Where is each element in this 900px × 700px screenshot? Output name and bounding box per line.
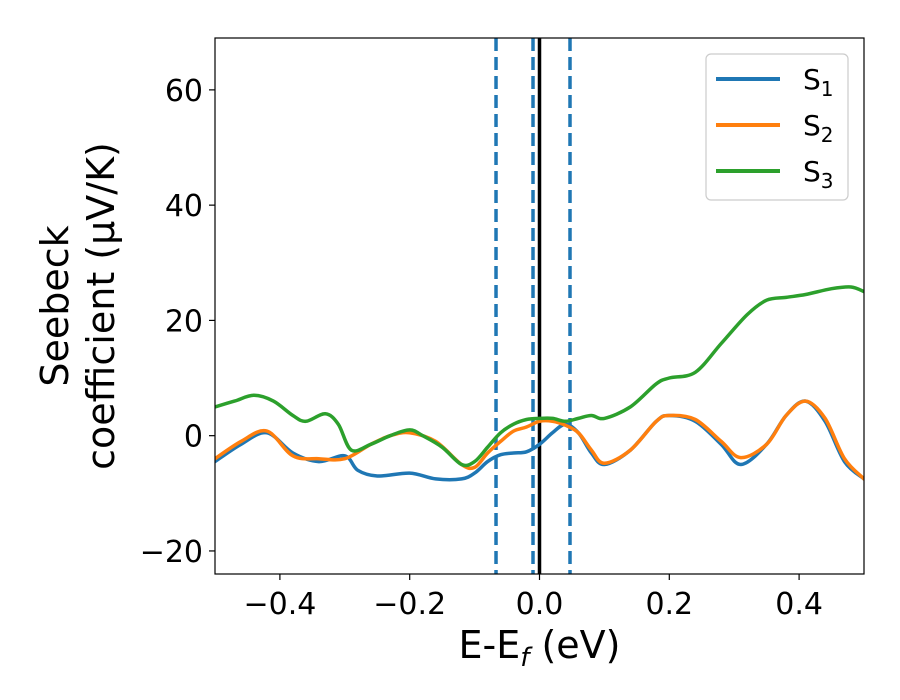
y-tick-label: 20 [165, 304, 203, 339]
legend-label-s3: S3 [803, 155, 834, 193]
series-lines [215, 285, 864, 482]
series-line-s1 [215, 399, 864, 482]
x-tick-label: 0.4 [775, 587, 823, 622]
x-tick-label: 0.2 [645, 587, 693, 622]
y-tick-label: 40 [165, 189, 203, 224]
legend-label-s1: S1 [803, 63, 834, 101]
vertical-lines [494, 38, 572, 574]
legend-label-s2: S2 [803, 109, 834, 147]
y-ticks: −20 0 20 40 60 [140, 74, 215, 570]
y-axis-title-line2: coefficient (μV/K) [79, 142, 123, 470]
x-tick-label: 0.0 [516, 587, 564, 622]
x-axis-title: E-Ef (eV) [459, 623, 621, 673]
y-tick-label: 0 [184, 420, 203, 455]
y-tick-label: −20 [140, 535, 203, 570]
y-axis-title-line1: Seebeck [33, 225, 77, 386]
x-tick-label: −0.4 [243, 587, 316, 622]
legend: S1 S2 S3 [705, 53, 849, 201]
series-line-s3 [215, 285, 864, 468]
y-tick-label: 60 [165, 74, 203, 109]
x-ticks: −0.4 −0.2 0.0 0.2 0.4 [243, 574, 823, 622]
x-tick-label: −0.2 [373, 587, 446, 622]
y-axis-title: Seebeck coefficient (μV/K) [33, 142, 123, 470]
